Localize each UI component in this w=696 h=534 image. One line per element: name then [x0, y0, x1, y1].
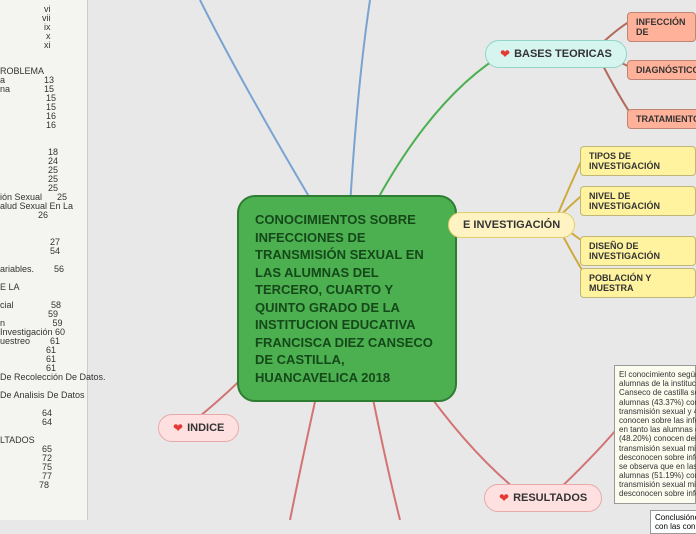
subnode-infeccion[interactable]: INFECCIÓN DE: [627, 12, 696, 42]
subnode-tipos[interactable]: TIPOS DE INVESTIGACIÓN: [580, 146, 696, 176]
mindmap-canvas: CONOCIMIENTOS SOBRE INFECCIONES DE TRANS…: [0, 0, 696, 520]
heart-icon: ❤: [500, 47, 510, 61]
indice-line: 26: [38, 211, 48, 221]
indice-line: alud Sexual En La: [0, 202, 73, 212]
indice-line: E LA: [0, 283, 20, 293]
results-note: El conocimiento según g alumnas de la in…: [614, 365, 696, 504]
indice-line: LTADOS: [0, 436, 35, 446]
indice-line: na: [0, 85, 10, 95]
node-label: BASES TEORICAS: [514, 48, 612, 60]
indice-line: 54: [50, 247, 60, 257]
node-indice[interactable]: ❤ INDICE: [158, 414, 239, 442]
indice-line: ROBLEMA: [0, 67, 44, 77]
indice-line: ariables. 56: [0, 265, 64, 275]
conclusions-note: Conclusiónes con las con: [650, 510, 696, 534]
node-label: INDICE: [187, 422, 224, 434]
subnode-nivel[interactable]: NIVEL DE INVESTIGACIÓN: [580, 186, 696, 216]
indice-line: 64: [42, 418, 52, 428]
node-label: RESULTADOS: [513, 492, 587, 504]
heart-icon: ❤: [173, 421, 183, 435]
heart-icon: ❤: [499, 491, 509, 505]
indice-line: De Analisis De Datos: [0, 391, 85, 401]
indice-line: 78: [39, 481, 49, 491]
node-bases-teoricas[interactable]: ❤ BASES TEORICAS: [485, 40, 627, 68]
indice-line: 16: [46, 121, 56, 131]
indice-line: xi: [44, 41, 51, 51]
node-resultados[interactable]: ❤ RESULTADOS: [484, 484, 602, 512]
node-label: E INVESTIGACIÓN: [463, 219, 560, 231]
subnode-tratamiento[interactable]: TRATAMIENTO: [627, 109, 696, 129]
indice-line: De Recolección De Datos.: [0, 373, 106, 383]
subnode-diseno[interactable]: DISEÑO DE INVESTIGACIÓN: [580, 236, 696, 266]
central-topic[interactable]: CONOCIMIENTOS SOBRE INFECCIONES DE TRANS…: [237, 195, 457, 402]
subnode-diagnostico[interactable]: DIAGNÓSTICO: [627, 60, 696, 80]
node-metodologia[interactable]: E INVESTIGACIÓN: [448, 212, 575, 238]
subnode-poblacion[interactable]: POBLACIÓN Y MUESTRA: [580, 268, 696, 298]
